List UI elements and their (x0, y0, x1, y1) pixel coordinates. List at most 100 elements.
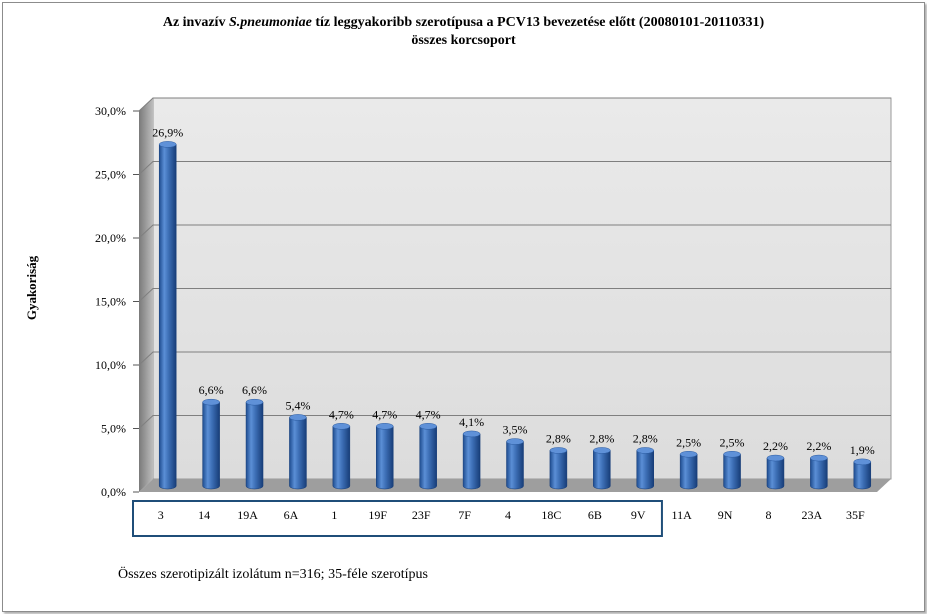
bars (158, 141, 872, 490)
gridline (138, 97, 891, 112)
y-tick-label: 25,0% (95, 168, 126, 182)
bar-23F (419, 423, 437, 490)
bar-4 (506, 438, 524, 490)
x-tick-label: 19A (237, 508, 258, 522)
bar-11A (679, 451, 698, 490)
highlight-box (132, 500, 663, 537)
bar-cap (549, 447, 568, 454)
bar-body (679, 454, 698, 490)
gridline (138, 224, 891, 239)
data-label: 2,8% (633, 431, 658, 445)
x-axis-ticks: 3 14 19A 6A 1 19F 23F 7F 4 18C 6B 9V 11A 9N 8 23A 35F (158, 508, 865, 522)
bar-35F (853, 458, 872, 490)
x-tick-label: 4 (505, 508, 511, 522)
bar-body (593, 450, 611, 490)
bar-18C (549, 447, 568, 490)
bar-9V (636, 447, 654, 490)
data-label: 2,2% (763, 439, 788, 453)
gridlines (138, 97, 891, 429)
chart-title: Az invazív S.pneumoniae tíz leggyakoribb… (0, 14, 927, 50)
bar-cap (723, 451, 741, 458)
bar-body (810, 457, 828, 490)
bar-cap (636, 447, 654, 454)
data-label: 4,7% (372, 407, 397, 421)
x-tick-label: 23A (802, 508, 823, 522)
y-tick-label: 20,0% (95, 231, 126, 245)
data-label: 2,2% (806, 439, 831, 453)
x-tick-label: 9V (631, 508, 646, 522)
bar-body (245, 401, 264, 490)
y-tick-label: 15,0% (95, 295, 126, 309)
bar-cap (679, 451, 698, 458)
bar-cap (202, 398, 220, 406)
chart-subtitle: összes korcsoport (411, 33, 516, 48)
x-tick-label: 8 (765, 508, 771, 522)
data-label: 2,8% (589, 431, 614, 445)
bar-cap (289, 414, 307, 421)
bar-body (462, 433, 481, 490)
bar-cap (245, 398, 264, 406)
x-tick-label: 35F (846, 508, 865, 522)
data-label: 26,9% (152, 125, 183, 139)
gridline (138, 351, 891, 366)
data-label: 5,4% (285, 398, 310, 412)
bar-3 (158, 141, 177, 490)
data-label: 6,6% (199, 383, 224, 397)
data-label: 6,6% (242, 383, 267, 397)
data-label: 2,5% (720, 435, 745, 449)
bar-body (376, 426, 394, 490)
x-tick-label: 3 (158, 508, 164, 522)
x-tick-label: 18C (541, 508, 561, 522)
bar-6B (593, 447, 611, 490)
data-label: 2,5% (676, 435, 701, 449)
y-tick-label: 30,0% (95, 104, 126, 118)
data-label: 2,8% (546, 431, 571, 445)
bar-cap (506, 438, 524, 445)
bar-6A (289, 414, 307, 490)
bar-cap (158, 141, 177, 148)
bar-body (723, 454, 741, 490)
bar-body (853, 461, 872, 490)
data-label: 3,5% (503, 423, 528, 437)
y-tick-label: 0,0% (101, 485, 126, 499)
data-label: 4,1% (459, 415, 484, 429)
x-tick-label: 7F (458, 508, 471, 522)
x-tick-label: 6A (284, 508, 299, 522)
bar-19F (376, 423, 394, 490)
x-tick-label: 23F (412, 508, 431, 522)
x-tick-label: 6B (588, 508, 602, 522)
title-italic: S.pneumoniae (228, 15, 312, 30)
y-tick-label: 5,0% (101, 422, 126, 436)
y-axis-ticks: 0,0% 5,0% 10,0% 15,0% 20,0% 25,0% 30,0% (95, 104, 139, 499)
bar-body (289, 417, 307, 490)
bar-19A (245, 398, 264, 490)
data-label: 4,7% (416, 407, 441, 421)
bar-9N (723, 451, 741, 490)
gridline (138, 161, 891, 175)
bar-1 (332, 423, 351, 490)
bar-cap (332, 423, 351, 430)
bar-cap (419, 423, 437, 430)
data-label: 4,7% (329, 407, 354, 421)
x-tick-label: 9N (718, 508, 733, 522)
y-tick-label: 10,0% (95, 358, 126, 372)
bar-body (506, 441, 524, 490)
bar-body (766, 457, 785, 490)
title-suffix: tíz leggyakoribb szerotípusa a PCV13 bev… (311, 15, 765, 30)
bar-8 (766, 454, 785, 490)
gridline (138, 415, 891, 429)
x-tick-label: 14 (198, 508, 210, 522)
bar-cap (376, 423, 394, 430)
x-tick-label: 1 (331, 508, 337, 522)
bar-body (202, 401, 220, 490)
bar-cap (853, 458, 872, 466)
gridline (138, 288, 891, 302)
bar-body (549, 450, 568, 490)
bar-7F (462, 430, 481, 490)
data-label: 1,9% (850, 443, 875, 457)
bar-body (158, 144, 177, 490)
bar-cap (810, 454, 828, 462)
footnote: Összes szerotipizált izolátum n=316; 35-… (118, 567, 428, 582)
bar-cap (766, 454, 785, 462)
